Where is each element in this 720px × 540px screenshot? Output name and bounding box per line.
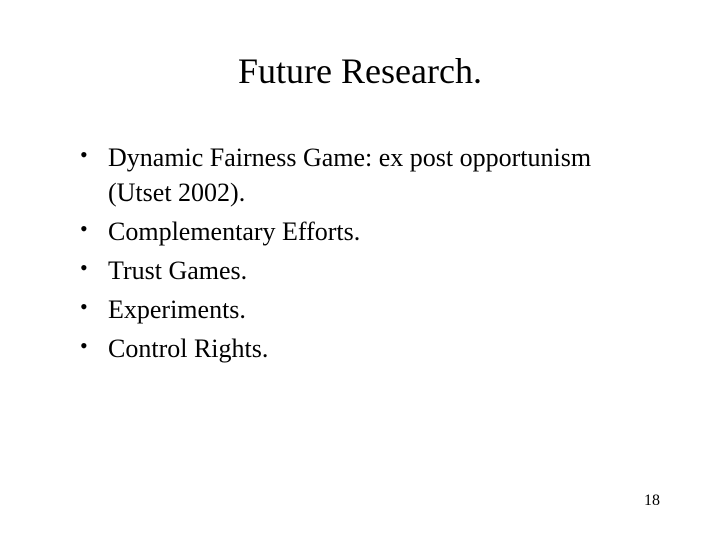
bullet-list: Dynamic Fairness Game: ex post opportuni…: [60, 140, 660, 367]
bullet-item: Trust Games.: [80, 253, 660, 288]
bullet-item: Dynamic Fairness Game: ex post opportuni…: [80, 140, 660, 210]
slide-title: Future Research.: [60, 50, 660, 92]
slide-container: Future Research. Dynamic Fairness Game: …: [0, 0, 720, 540]
bullet-item: Control Rights.: [80, 331, 660, 366]
page-number: 18: [644, 492, 660, 510]
bullet-item: Complementary Efforts.: [80, 214, 660, 249]
bullet-item: Experiments.: [80, 292, 660, 327]
